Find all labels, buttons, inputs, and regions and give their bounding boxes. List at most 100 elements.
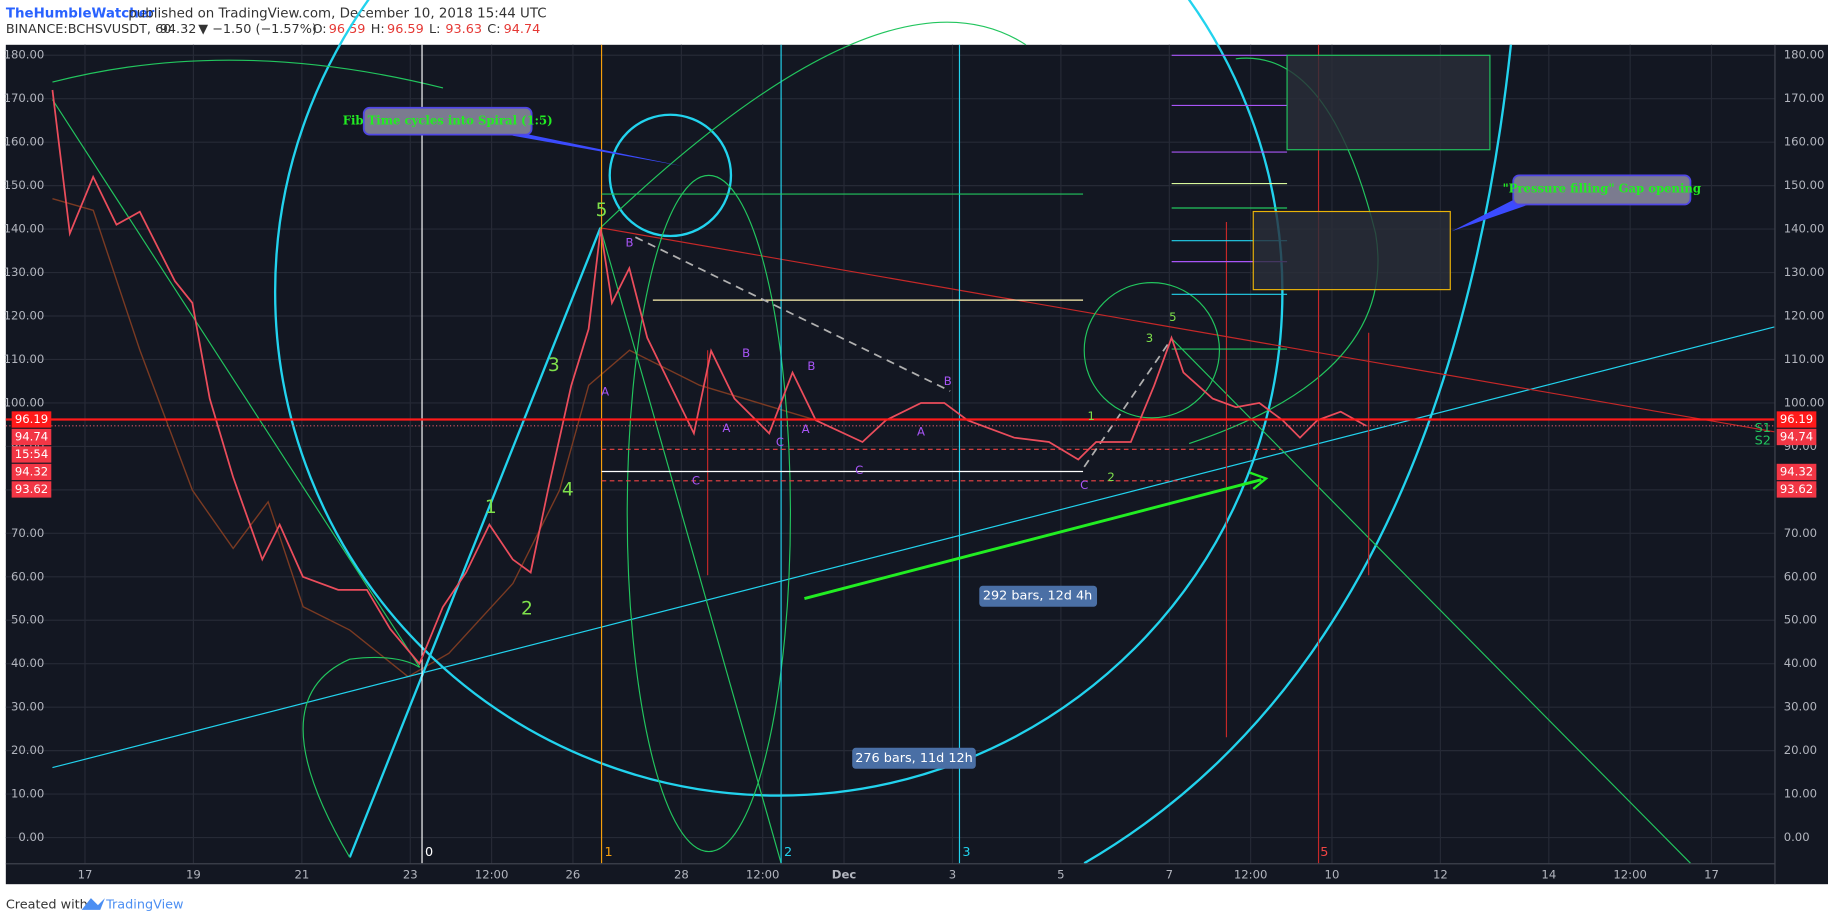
x-tick-label: 12:00 — [1613, 867, 1647, 881]
x-tick-label: Dec — [832, 867, 857, 881]
price-tag-label: 96.19 — [15, 412, 48, 426]
gap-box — [1252, 210, 1451, 291]
x-tick-label: 28 — [674, 867, 689, 881]
resistance-line — [600, 227, 1775, 433]
x-tick-label: 17 — [78, 867, 93, 881]
ohlc-value: 96.59 — [329, 22, 366, 37]
wave-label: 3 — [548, 355, 560, 376]
correction-label: B — [742, 346, 750, 360]
y-tick-label: 30.00 — [1784, 700, 1817, 714]
y-tick-label: 130.00 — [1784, 265, 1825, 279]
price-tag — [1776, 463, 1817, 481]
ohlc-value: 93.63 — [445, 22, 482, 37]
axis-border — [1774, 44, 1776, 885]
x-tick-label: 5 — [1057, 867, 1064, 881]
logo — [81, 898, 105, 910]
x-tick-label: 12 — [1433, 867, 1448, 881]
range-box — [852, 747, 976, 769]
price-tag-label: 15:54 — [15, 447, 49, 461]
cycle-label: 0 — [425, 845, 433, 860]
callout-text: Fib Time cycles into Spiral (1:5) — [343, 114, 553, 128]
x-tick-label: 21 — [294, 867, 309, 881]
fib-circle — [274, 0, 1284, 797]
y-tick-label: 150.00 — [1784, 178, 1825, 192]
y-tick-label: 40.00 — [11, 656, 44, 670]
correction-label: A — [722, 421, 730, 435]
price-tag-label: 96.19 — [1780, 412, 1813, 426]
callout-box — [362, 106, 533, 136]
x-tick-label: 19 — [186, 867, 201, 881]
y-tick-label: 140.00 — [4, 222, 45, 236]
correction-label: C — [1080, 478, 1088, 492]
author[interactable]: TheHumbleWatcher — [6, 6, 155, 21]
arrow-head — [1249, 471, 1269, 490]
price-tag — [11, 428, 52, 446]
x-tick-label: 7 — [1166, 867, 1173, 881]
price-tag — [11, 411, 52, 428]
spiral-circle-green — [1083, 282, 1221, 419]
wave-label: 1 — [485, 497, 497, 518]
price-tag — [1776, 411, 1817, 428]
correction-label: C — [692, 473, 700, 487]
wave-label: 4 — [562, 480, 574, 501]
price-line — [51, 89, 1367, 666]
ohlc-key: L: — [429, 22, 440, 37]
range-label: 276 bars, 11d 12h — [855, 751, 973, 766]
y-tick-label: 0.00 — [1784, 830, 1810, 844]
y-tick-label: 100.00 — [1784, 395, 1825, 409]
cycle-label: 5 — [1320, 845, 1328, 860]
price-tag-label: 93.62 — [1780, 482, 1813, 496]
y-tick-label: 10.00 — [11, 787, 44, 801]
symbol: BINANCE:BCHSVUSDT, 60 — [6, 22, 172, 37]
fib-arc-green — [599, 21, 1027, 229]
correction-label: A — [802, 422, 810, 436]
y-tick-label: 50.00 — [1784, 613, 1817, 627]
y-tick-label: 150.00 — [4, 178, 45, 192]
correction-label: A — [917, 424, 925, 438]
y-tick-label: 140.00 — [1784, 222, 1825, 236]
dashed-line — [1083, 338, 1173, 468]
callout-text: "Pressure filling" Gap opening — [1503, 181, 1701, 195]
y-tick-label: 0.00 — [18, 830, 44, 844]
wave-label: 3 — [1146, 331, 1153, 345]
x-tick-label: 23 — [403, 867, 418, 881]
cycle-label: 1 — [604, 845, 612, 860]
correction-label: B — [626, 235, 634, 249]
range-box — [979, 585, 1098, 607]
cycle-label: 3 — [962, 845, 970, 860]
fib-arc — [1083, 44, 1513, 865]
x-tick-label: 17 — [1704, 867, 1719, 881]
price-tag — [1776, 481, 1817, 498]
target-box — [1286, 54, 1491, 151]
y-tick-label: 60.00 — [1784, 569, 1817, 583]
spiral-arc — [302, 656, 420, 858]
y-tick-label: 160.00 — [1784, 135, 1825, 149]
fib-arc-green — [52, 59, 444, 89]
footer-brand[interactable]: TradingView — [105, 898, 183, 913]
y-tick-label: 70.00 — [11, 526, 44, 540]
price-tag — [11, 463, 52, 481]
x-tick-label: 3 — [949, 867, 956, 881]
trend-line — [52, 326, 1775, 769]
wave-label: 2 — [1107, 470, 1114, 484]
price-tag-label: 94.74 — [15, 429, 48, 443]
x-tick-label: 12:00 — [475, 867, 509, 881]
correction-label: B — [807, 359, 815, 373]
price-tag — [1776, 428, 1817, 446]
drawings — [51, 0, 1775, 865]
y-tick-label: 10.00 — [1784, 787, 1817, 801]
y-tick-label: 180.00 — [1784, 48, 1825, 62]
ohlc-key: H: — [371, 22, 385, 37]
correction-label: C — [776, 435, 784, 449]
y-tick-label: 110.00 — [4, 352, 45, 366]
y-tick-label: 60.00 — [11, 569, 44, 583]
wave-label: 2 — [521, 599, 533, 620]
correction-label: B — [944, 374, 952, 388]
cycle-label: 2 — [784, 845, 792, 860]
price-tag-label: 94.32 — [15, 464, 48, 478]
level-label: S2 — [1755, 434, 1771, 449]
x-tick-label: 12:00 — [1234, 867, 1268, 881]
y-tick-label: 130.00 — [4, 265, 45, 279]
price-tag — [11, 481, 52, 498]
price-tag — [11, 446, 52, 463]
